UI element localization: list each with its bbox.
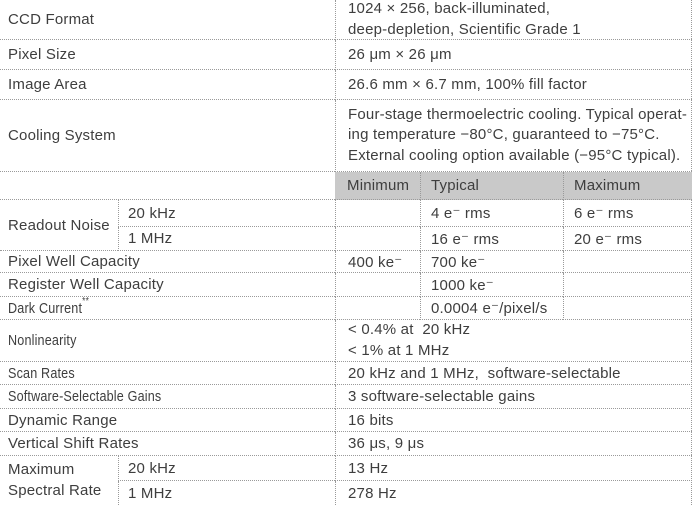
row-label-text: Pixel Well Capacity: [8, 253, 140, 270]
row-label-text: Cooling System: [8, 127, 116, 144]
row-label-dark-current: Dark Current**: [0, 297, 335, 320]
dark-current-typical: 0.0004 e⁻/pixel/s: [420, 297, 563, 320]
readout-1mhz-minimum: [335, 227, 420, 251]
dark-current-label: Dark Current: [8, 299, 83, 317]
value-text: 700 ke⁻: [431, 253, 486, 271]
readout-1mhz-maximum: 20 e⁻ rms: [563, 227, 692, 251]
value-text: 4 e⁻ rms: [431, 205, 491, 222]
col-header-text: Minimum: [347, 177, 410, 194]
row-label-text: Image Area: [8, 76, 87, 93]
value-line: deep-depletion, Scientific Grade 1: [348, 20, 581, 38]
readout-20khz-typical: 4 e⁻ rms: [420, 200, 563, 227]
row-label-register-well-capacity: Register Well Capacity: [0, 273, 335, 297]
value-text: 278 Hz: [348, 484, 397, 502]
value-text: 400 ke⁻: [348, 253, 403, 271]
condition-text: 1 MHz: [128, 484, 173, 502]
row-label-text: Dark Current**: [8, 297, 90, 317]
condition-text: 20 kHz: [128, 204, 176, 222]
dark-current-minimum: [335, 297, 420, 320]
condition-text: 1 MHz: [128, 230, 173, 247]
value-pixel-size: 26 μm × 26 μm: [335, 40, 692, 70]
row-label-maximum-spectral-rate: Maximum Spectral Rate: [0, 456, 118, 505]
value-text: 26.6 mm × 6.7 mm, 100% fill factor: [348, 76, 587, 93]
row-label-text: Readout Noise: [8, 216, 110, 234]
footnote-marker: **: [82, 297, 90, 307]
col-header-typical: Typical: [420, 172, 563, 200]
readout-20khz-maximum: 6 e⁻ rms: [563, 200, 692, 227]
value-ccd-format: 1024 × 256, back-illuminated, deep-deple…: [335, 0, 692, 40]
row-label-text: Nonlinearity: [8, 332, 77, 349]
value-text: 36 μs, 9 μs: [348, 435, 425, 452]
register-well-typical: 1000 ke⁻: [420, 273, 563, 297]
col-header-minimum: Minimum: [335, 172, 420, 200]
value-text: 26 μm × 26 μm: [348, 46, 452, 63]
row-label-pixel-size: Pixel Size: [0, 40, 335, 70]
value-cooling-system: Four-stage thermoelectric cooling. Typic…: [335, 100, 692, 172]
value-line: External cooling option available (−95°C…: [348, 146, 681, 164]
row-label-vertical-shift-rates: Vertical Shift Rates: [0, 432, 335, 456]
value-line: ing temperature −80°C, guaranteed to −75…: [348, 126, 660, 144]
value-line: Four-stage thermoelectric cooling. Typic…: [348, 105, 688, 123]
value-text: 13 Hz: [348, 459, 389, 477]
condition-spectral-1mhz: 1 MHz: [118, 481, 335, 505]
pixel-well-typical: 700 ke⁻: [420, 251, 563, 273]
row-label-readout-noise: Readout Noise: [0, 200, 118, 251]
value-text: 16 e⁻ rms: [431, 230, 500, 248]
readout-1mhz-typical: 16 e⁻ rms: [420, 227, 563, 251]
condition-readout-20khz: 20 kHz: [118, 200, 335, 227]
row-label-line: Spectral Rate: [8, 481, 102, 499]
condition-readout-1mhz: 1 MHz: [118, 227, 335, 251]
register-well-minimum: [335, 273, 420, 297]
spectral-rate-20khz-value: 13 Hz: [335, 456, 692, 481]
row-label-text: Register Well Capacity: [8, 276, 164, 293]
value-vertical-shift-rates: 36 μs, 9 μs: [335, 432, 692, 456]
pixel-well-maximum: [563, 251, 692, 273]
register-well-maximum: [563, 273, 692, 297]
row-label-text: Pixel Size: [8, 46, 76, 63]
value-line: < 1% at 1 MHz: [348, 341, 450, 359]
row-label-nonlinearity: Nonlinearity: [0, 320, 335, 362]
row-label-cooling-system: Cooling System: [0, 100, 335, 172]
stats-header-spacer: [0, 172, 335, 200]
readout-20khz-minimum: [335, 200, 420, 227]
row-label-text: Dynamic Range: [8, 411, 118, 429]
row-label-text: Software-Selectable Gains: [8, 388, 162, 405]
value-text: 20 kHz and 1 MHz, software-selectable: [348, 364, 621, 382]
value-text: 3 software-selectable gains: [348, 388, 536, 405]
value-software-selectable-gains: 3 software-selectable gains: [335, 385, 692, 409]
value-image-area: 26.6 mm × 6.7 mm, 100% fill factor: [335, 70, 692, 100]
value-line: 1024 × 256, back-illuminated,: [348, 0, 551, 17]
row-label-text: Vertical Shift Rates: [8, 435, 139, 452]
condition-spectral-20khz: 20 kHz: [118, 456, 335, 481]
value-line: < 0.4% at 20 kHz: [348, 321, 471, 338]
row-label-text: CCD Format: [8, 11, 95, 28]
col-header-text: Maximum: [574, 177, 641, 194]
value-text: 6 e⁻ rms: [574, 205, 634, 222]
value-text: 16 bits: [348, 411, 394, 429]
row-label-pixel-well-capacity: Pixel Well Capacity: [0, 251, 335, 273]
row-label-text: Scan Rates: [8, 364, 75, 382]
value-scan-rates: 20 kHz and 1 MHz, software-selectable: [335, 362, 692, 385]
value-nonlinearity: < 0.4% at 20 kHz < 1% at 1 MHz: [335, 320, 692, 362]
row-label-line: Maximum: [8, 461, 75, 478]
value-dynamic-range: 16 bits: [335, 409, 692, 432]
condition-text: 20 kHz: [128, 459, 176, 477]
row-label-ccd-format: CCD Format: [0, 0, 335, 40]
dark-current-maximum: [563, 297, 692, 320]
pixel-well-minimum: 400 ke⁻: [335, 251, 420, 273]
row-label-image-area: Image Area: [0, 70, 335, 100]
spectral-rate-1mhz-value: 278 Hz: [335, 481, 692, 505]
col-header-text: Typical: [431, 177, 480, 194]
value-text: 0.0004 e⁻/pixel/s: [431, 300, 548, 317]
value-text: 20 e⁻ rms: [574, 230, 643, 248]
value-text: 1000 ke⁻: [431, 276, 494, 294]
row-label-dynamic-range: Dynamic Range: [0, 409, 335, 432]
row-label-software-selectable-gains: Software-Selectable Gains: [0, 385, 335, 409]
col-header-maximum: Maximum: [563, 172, 692, 200]
row-label-scan-rates: Scan Rates: [0, 362, 335, 385]
